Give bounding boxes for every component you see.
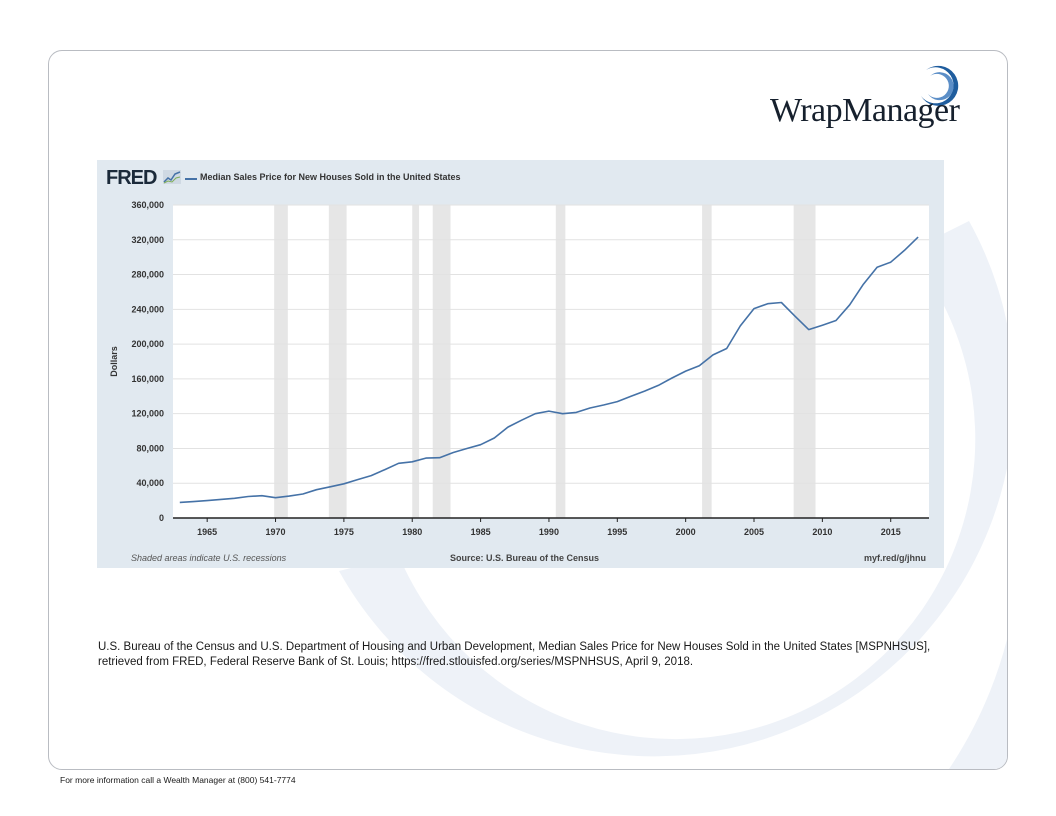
y-tick-label: 320,000 (131, 235, 164, 245)
fred-logo: FRED (106, 167, 157, 189)
y-tick-label: 80,000 (136, 443, 164, 453)
recession-band (274, 205, 288, 518)
y-axis-label: Dollars (109, 346, 119, 377)
logo-text: WrapManager (770, 92, 960, 129)
y-tick-label: 280,000 (131, 270, 164, 280)
y-tick-label: 360,000 (131, 200, 164, 210)
citation-text: U.S. Bureau of the Census and U.S. Depar… (98, 641, 931, 668)
x-tick-label: 1965 (197, 527, 217, 537)
recession-band (793, 205, 816, 518)
y-tick-label: 160,000 (131, 374, 164, 384)
recession-band (412, 205, 420, 518)
chart-canvas: 0 40,000 80,000 120,000 160,000 200,000 240,00… (109, 200, 929, 537)
y-tick-label: 120,000 (131, 409, 164, 419)
legend-line-swatch (185, 178, 197, 180)
series-line (179, 236, 919, 504)
x-tick-label: 1980 (402, 527, 422, 537)
logo-swoosh-icon (921, 65, 959, 106)
x-tick-label: 1970 (266, 527, 286, 537)
fred-chart-panel: 0 40,000 80,000 120,000 160,000 200,000 240,00… (97, 160, 944, 568)
recession-band (555, 205, 566, 518)
x-tick-label: 2005 (744, 527, 764, 537)
x-tick-label: 1985 (471, 527, 491, 537)
x-tick-label: 1995 (607, 527, 627, 537)
y-tick-label: 0 (159, 513, 164, 523)
y-tick-label: 40,000 (136, 478, 164, 488)
recession-band (432, 205, 451, 518)
x-tick-label: 2000 (676, 527, 696, 537)
recession-band (702, 205, 712, 518)
x-tick-label: 1975 (334, 527, 354, 537)
footer-contact: For more information call a Wealth Manag… (60, 775, 296, 785)
short-link[interactable]: myf.red/g/jhnu (863, 553, 926, 563)
recession-band (328, 205, 347, 518)
y-tick-label: 240,000 (131, 304, 164, 314)
source-note: Source: U.S. Bureau of the Census (450, 553, 600, 563)
y-tick-label: 200,000 (131, 339, 164, 349)
x-tick-label: 2010 (812, 527, 832, 537)
recession-note: Shaded areas indicate U.S. recessions (131, 553, 287, 563)
x-tick-label: 1990 (539, 527, 559, 537)
chart-title: Median Sales Price for New Houses Sold i… (200, 172, 461, 182)
wrapmanager-logo: WrapManager (770, 64, 970, 136)
x-tick-label: 2015 (881, 527, 901, 537)
fred-graph-icon (163, 170, 181, 184)
